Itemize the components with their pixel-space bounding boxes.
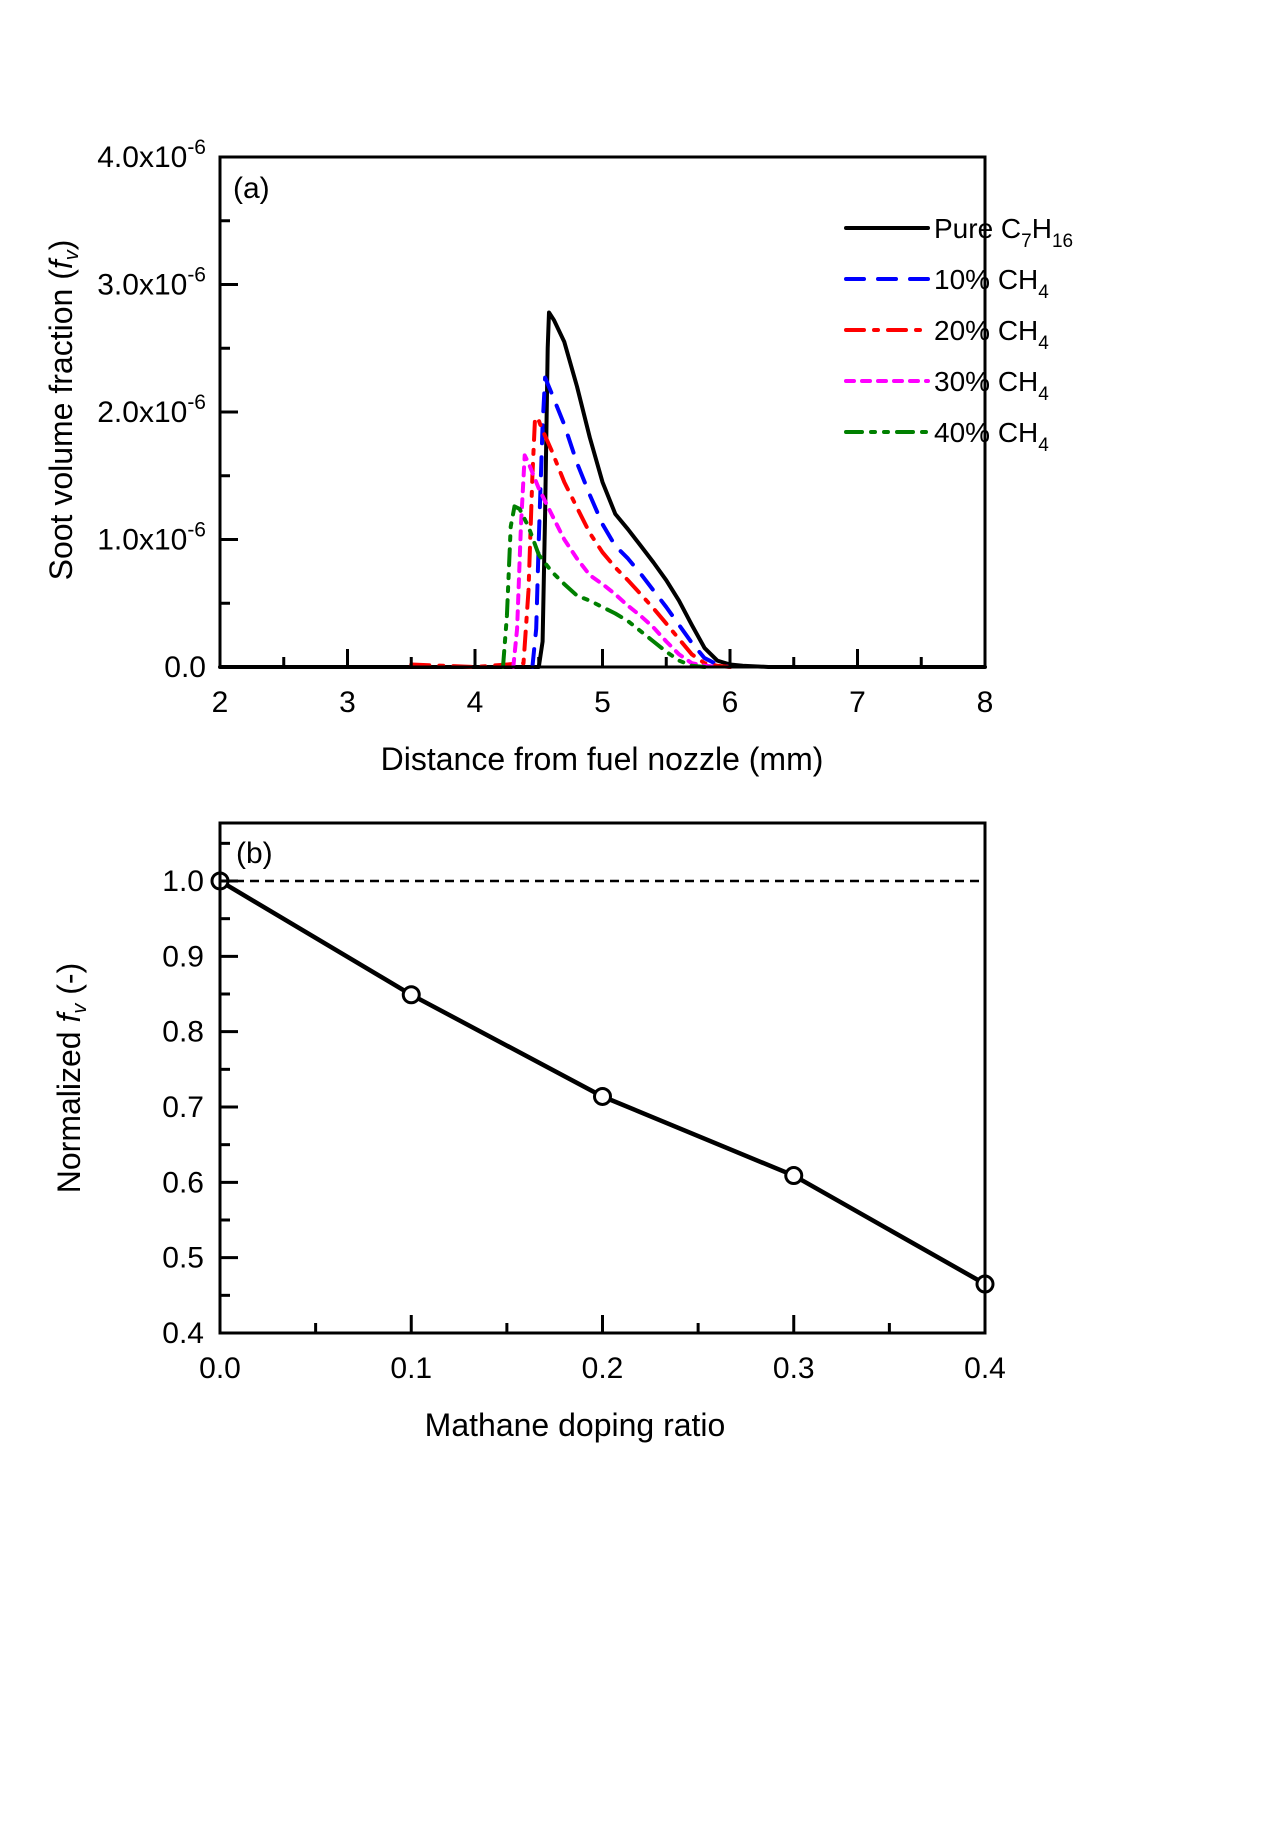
panel-b-label: (b) [236, 837, 273, 870]
panel-b-x-tick-label: 0.4 [964, 1352, 1006, 1385]
tick-exponent: -6 [187, 391, 206, 414]
tick-exponent: -6 [187, 136, 206, 159]
tick-base: 2.0x10 [97, 396, 187, 429]
legend-label-part: Pure C [934, 213, 1021, 244]
panel-a-x-tick-label: 6 [722, 686, 739, 719]
legend-label-part: 40% CH [934, 417, 1038, 448]
panel-a-series-line-3 [511, 453, 720, 669]
panel-a-x-tick-label: 2 [212, 686, 229, 719]
tick-base: 1.0x10 [97, 524, 187, 557]
panel-a-series-line-4 [501, 504, 707, 669]
data-point-marker [593, 1086, 612, 1106]
panel-a-x-tick-label: 5 [594, 686, 611, 719]
y-title-main: Soot volume fraction ( [43, 269, 79, 581]
panel-b-y-tick-label: 0.5 [162, 1242, 204, 1275]
legend-label-part: 16 [1052, 231, 1073, 252]
panel-b-x-tick-label: 0.0 [199, 1352, 241, 1385]
legend-label-4: 40% CH4 [934, 417, 1049, 456]
panel-a-x-tick-label: 7 [849, 686, 866, 719]
legend-label-part: 10% CH [934, 264, 1038, 295]
legend-label-part: H [1032, 213, 1052, 244]
legend-label-0: Pure C7H16 [934, 213, 1073, 252]
tick-exponent: -6 [187, 264, 206, 287]
panel-b-x-tick-label: 0.2 [582, 1352, 624, 1385]
data-point-marker [401, 985, 421, 1005]
legend-label-part: 4 [1038, 333, 1049, 354]
y-title-close: (-) [51, 963, 87, 1004]
panel-b-y-tick-label: 0.7 [162, 1091, 204, 1124]
tick-base: 3.0x10 [97, 269, 187, 302]
panel-a-y-tick-label: 3.0x10-6 [97, 264, 206, 302]
tick-base: 4.0x10 [97, 141, 187, 174]
y-title-sub: v [69, 1003, 91, 1014]
panel-b-plot-frame [218, 821, 987, 1335]
panel-b-y-tick-label: 0.8 [162, 1016, 204, 1049]
panel-a: 2 3 4 5 6 7 80.01.0x10-62.0x10-63.0x10-64.0x10… [43, 136, 1073, 777]
panel-a-series-line-2 [409, 415, 732, 669]
panel-b-y-tick-label: 0.9 [162, 940, 204, 973]
panel-a-x-tick-label: 4 [467, 686, 484, 719]
panel-b-series-layer [210, 871, 995, 1294]
panel-b-y-tick-label: 0.6 [162, 1166, 204, 1199]
panel-a-y-axis-title: Soot volume fraction (fv) [43, 240, 83, 581]
panel-b-y-tick-label: 0.4 [162, 1317, 204, 1350]
panel-a-y-tick-label: 1.0x10-6 [97, 519, 206, 557]
panel-a-y-tick-label: 0.0 [164, 651, 206, 684]
legend-label-1: 10% CH4 [934, 264, 1049, 303]
panel-b-x-tick-label: 0.1 [390, 1352, 432, 1385]
panel-a-x-tick-label: 3 [339, 686, 356, 719]
y-title-sub: v [61, 249, 83, 260]
panel-a-x-axis-title: Distance from fuel nozzle (mm) [381, 741, 824, 777]
y-title-main: Normalized [51, 1023, 87, 1194]
panel-b-x-axis-title: Mathane doping ratio [425, 1407, 726, 1443]
panel-a-y-tick-label: 4.0x10-6 [97, 136, 206, 174]
legend-label-part: 4 [1038, 282, 1049, 303]
panel-a-plot-frame [218, 155, 987, 669]
legend-label-part: 4 [1038, 384, 1049, 405]
panel-a-series-line-0 [218, 310, 987, 669]
panel-b-x-tick-label: 0.3 [773, 1352, 815, 1385]
panel-a-x-tick-label: 8 [977, 686, 994, 719]
panel-a-label: (a) [233, 172, 270, 205]
y-title-close: ) [43, 240, 79, 251]
tick-exponent: -6 [187, 519, 206, 542]
legend-label-part: 7 [1021, 231, 1032, 252]
legend-label-part: 20% CH [934, 315, 1038, 346]
panel-a-ticks: 2 3 4 5 6 7 80.01.0x10-62.0x10-63.0x10-64.0x10… [97, 136, 993, 719]
panel-a-series-layer [218, 310, 987, 669]
panel-a-y-tick-label: 2.0x10-6 [97, 391, 206, 429]
panel-a-series-line-1 [530, 375, 732, 669]
panel-b: 0.0 0.1 0.2 0.3 0.4 0.4 0.5 0.6 0.7 0.8 0.9 1.0 (b)… [51, 821, 1006, 1443]
data-point-marker [784, 1166, 804, 1186]
legend-label-2: 20% CH4 [934, 315, 1049, 354]
legend-label-part: 30% CH [934, 366, 1038, 397]
panel-b-y-axis-title: Normalized fv (-) [51, 963, 91, 1193]
panel-b-series-line [218, 879, 987, 1286]
panel-b-ticks: 0.0 0.1 0.2 0.3 0.4 0.4 0.5 0.6 0.7 0.8 0.9 1.0 [162, 841, 1006, 1385]
legend-label-3: 30% CH4 [934, 366, 1049, 405]
panel-b-y-tick-label: 1.0 [162, 865, 204, 898]
legend-label-part: 4 [1038, 435, 1049, 456]
